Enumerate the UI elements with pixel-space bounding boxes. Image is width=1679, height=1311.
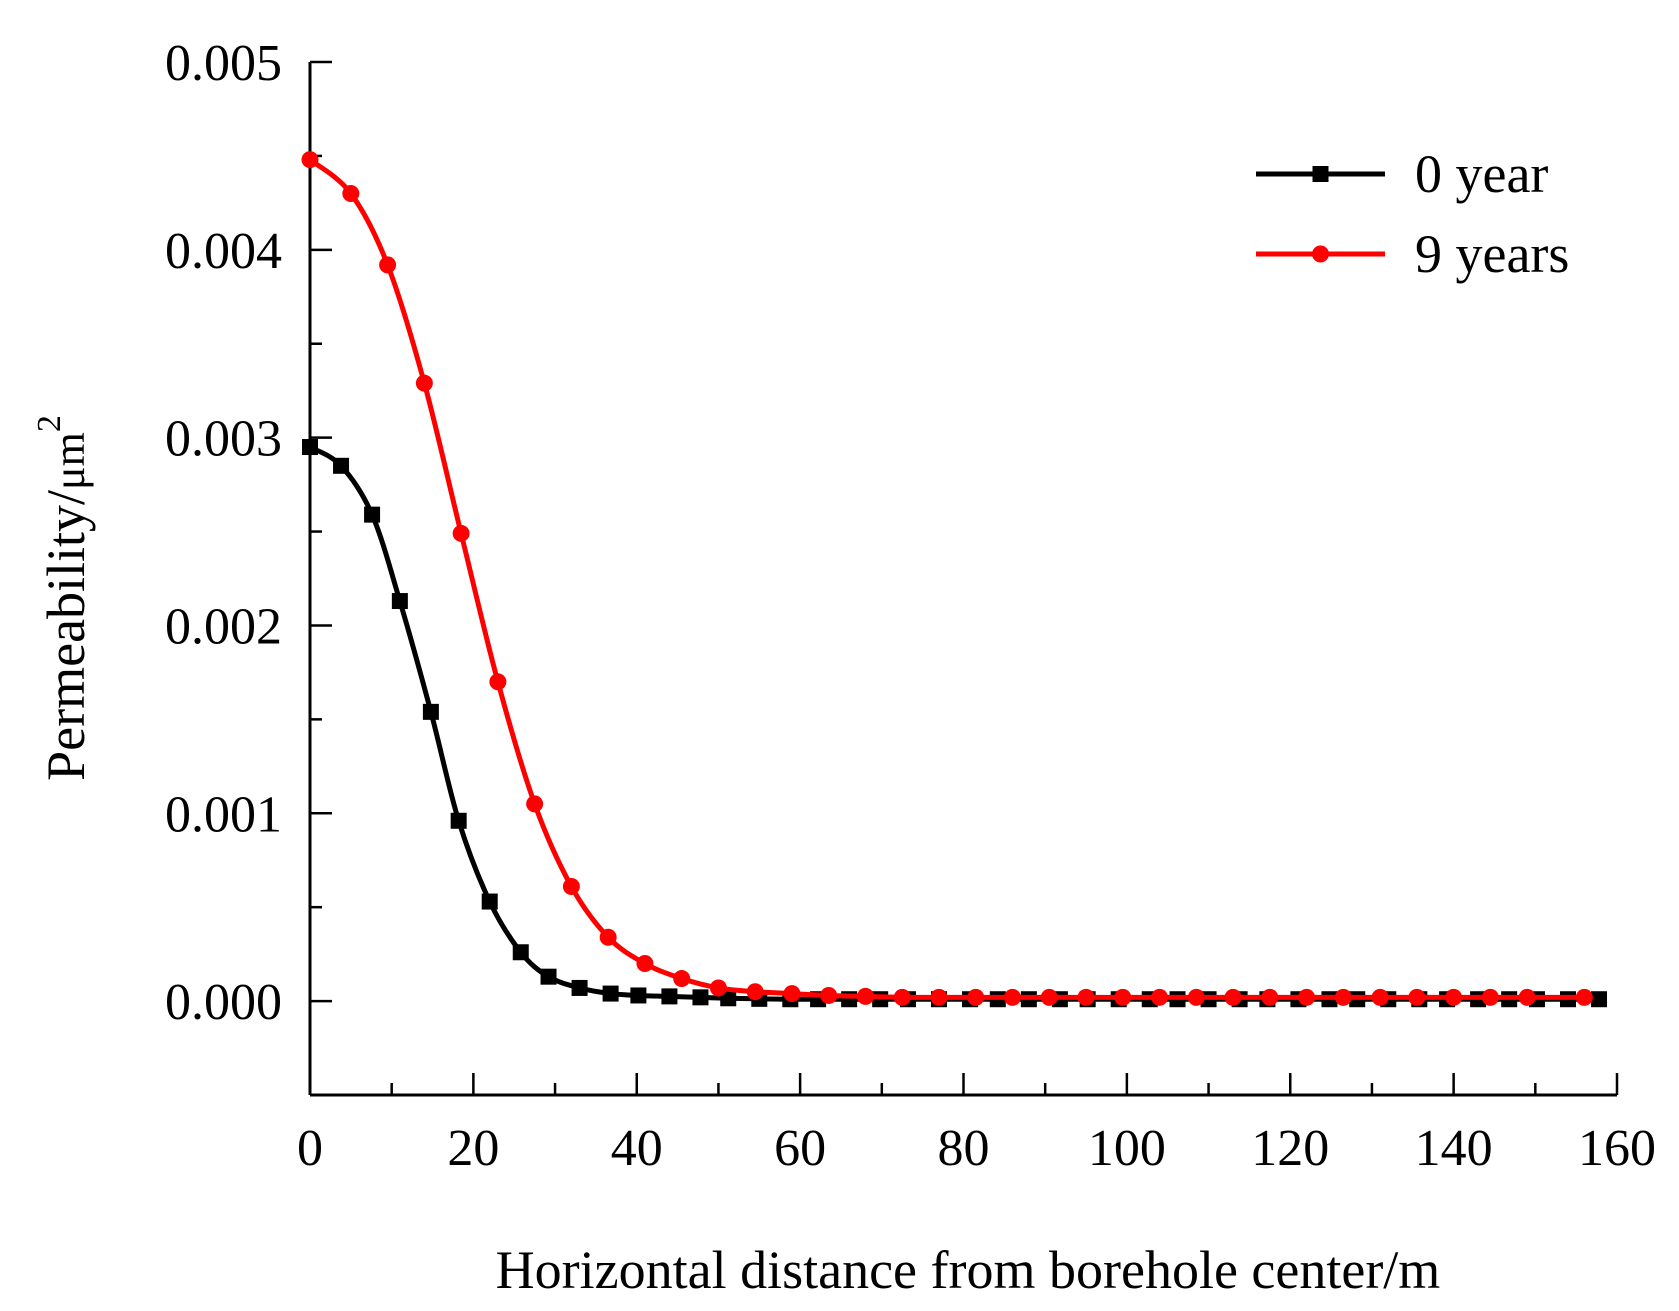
data-point [602, 985, 619, 1002]
series-layer [301, 151, 1608, 1008]
data-point [1077, 988, 1095, 1006]
series-line [308, 444, 1600, 1002]
data-point [893, 988, 911, 1006]
data-point [540, 968, 557, 985]
legend-label: 9 years [1415, 224, 1569, 284]
data-point [450, 812, 467, 829]
data-point [1151, 988, 1169, 1006]
series-black [302, 439, 1608, 1008]
axes: 0.000 0.001 0.002 0.003 0.004 0.005 0 20 40 60 80 1… [165, 35, 1656, 1177]
legend-marker [1312, 166, 1329, 182]
data-point [301, 151, 319, 169]
x-tick-label: 80 [938, 1120, 990, 1177]
y-tick-label: 0.005 [165, 35, 282, 92]
series-red [301, 151, 1593, 1006]
legend-marker [1312, 245, 1329, 263]
y-axis-title-unit: μm [45, 432, 94, 490]
data-point [1004, 988, 1022, 1006]
x-tick-label: 20 [447, 1120, 499, 1177]
y-axis-title-superscript: 2 [31, 415, 68, 432]
data-point [856, 987, 874, 1005]
data-point [481, 893, 498, 910]
x-tick-label: 160 [1578, 1120, 1656, 1177]
data-point [526, 795, 544, 813]
data-point [720, 990, 737, 1007]
data-point [1445, 988, 1463, 1006]
data-point [1224, 988, 1242, 1006]
data-point [1114, 988, 1132, 1006]
data-point [1261, 988, 1279, 1006]
data-point [967, 988, 985, 1006]
legend-item: 0 year [1256, 144, 1548, 204]
data-point [1481, 988, 1499, 1006]
x-axis-title: Horizontal distance from borehole center… [496, 1240, 1441, 1300]
data-point [599, 928, 617, 946]
data-point [422, 703, 439, 720]
data-point [709, 979, 727, 997]
x-tick-label: 120 [1251, 1120, 1329, 1177]
x-tick-label: 40 [611, 1120, 663, 1177]
data-point [364, 506, 381, 523]
data-point [930, 988, 948, 1006]
data-point [1298, 988, 1316, 1006]
y-tick-label: 0.002 [165, 598, 282, 655]
data-point [342, 184, 360, 202]
data-point [489, 673, 507, 691]
data-point [820, 986, 838, 1004]
data-point [1518, 988, 1536, 1006]
data-point [636, 955, 654, 973]
y-tick-label: 0.000 [165, 974, 282, 1031]
y-tick-label: 0.004 [165, 223, 282, 280]
data-point [1187, 988, 1205, 1006]
series-line [308, 157, 1585, 1000]
data-point [1575, 988, 1593, 1006]
data-point [673, 970, 691, 988]
legend: 0 year 9 years [1256, 144, 1569, 284]
data-point [512, 944, 529, 961]
x-tick-label: 0 [297, 1120, 323, 1177]
x-tick-label: 140 [1415, 1120, 1493, 1177]
data-point [571, 979, 588, 996]
data-point [661, 988, 678, 1005]
data-point [333, 457, 350, 474]
data-point [630, 987, 647, 1004]
data-point [452, 524, 470, 542]
y-axis-title-main: Permeability/ [36, 490, 96, 781]
data-point [783, 985, 801, 1003]
legend-label: 0 year [1415, 144, 1548, 204]
y-tick-label: 0.003 [165, 411, 282, 468]
data-point [379, 256, 397, 274]
data-point [1591, 991, 1608, 1008]
data-point [391, 593, 408, 610]
data-point [302, 439, 318, 456]
data-point [1408, 988, 1426, 1006]
data-point [1334, 988, 1352, 1006]
data-point [746, 983, 764, 1001]
data-point [1040, 988, 1058, 1006]
data-point [1371, 988, 1389, 1006]
data-point [415, 374, 433, 392]
y-tick-label: 0.001 [165, 786, 282, 843]
legend-item: 9 years [1256, 224, 1569, 284]
y-axis-title: Permeability/μm2 [31, 415, 96, 781]
data-point [562, 878, 580, 896]
x-tick-label: 100 [1088, 1120, 1166, 1177]
x-tick-label: 60 [774, 1120, 826, 1177]
data-point [692, 989, 709, 1006]
